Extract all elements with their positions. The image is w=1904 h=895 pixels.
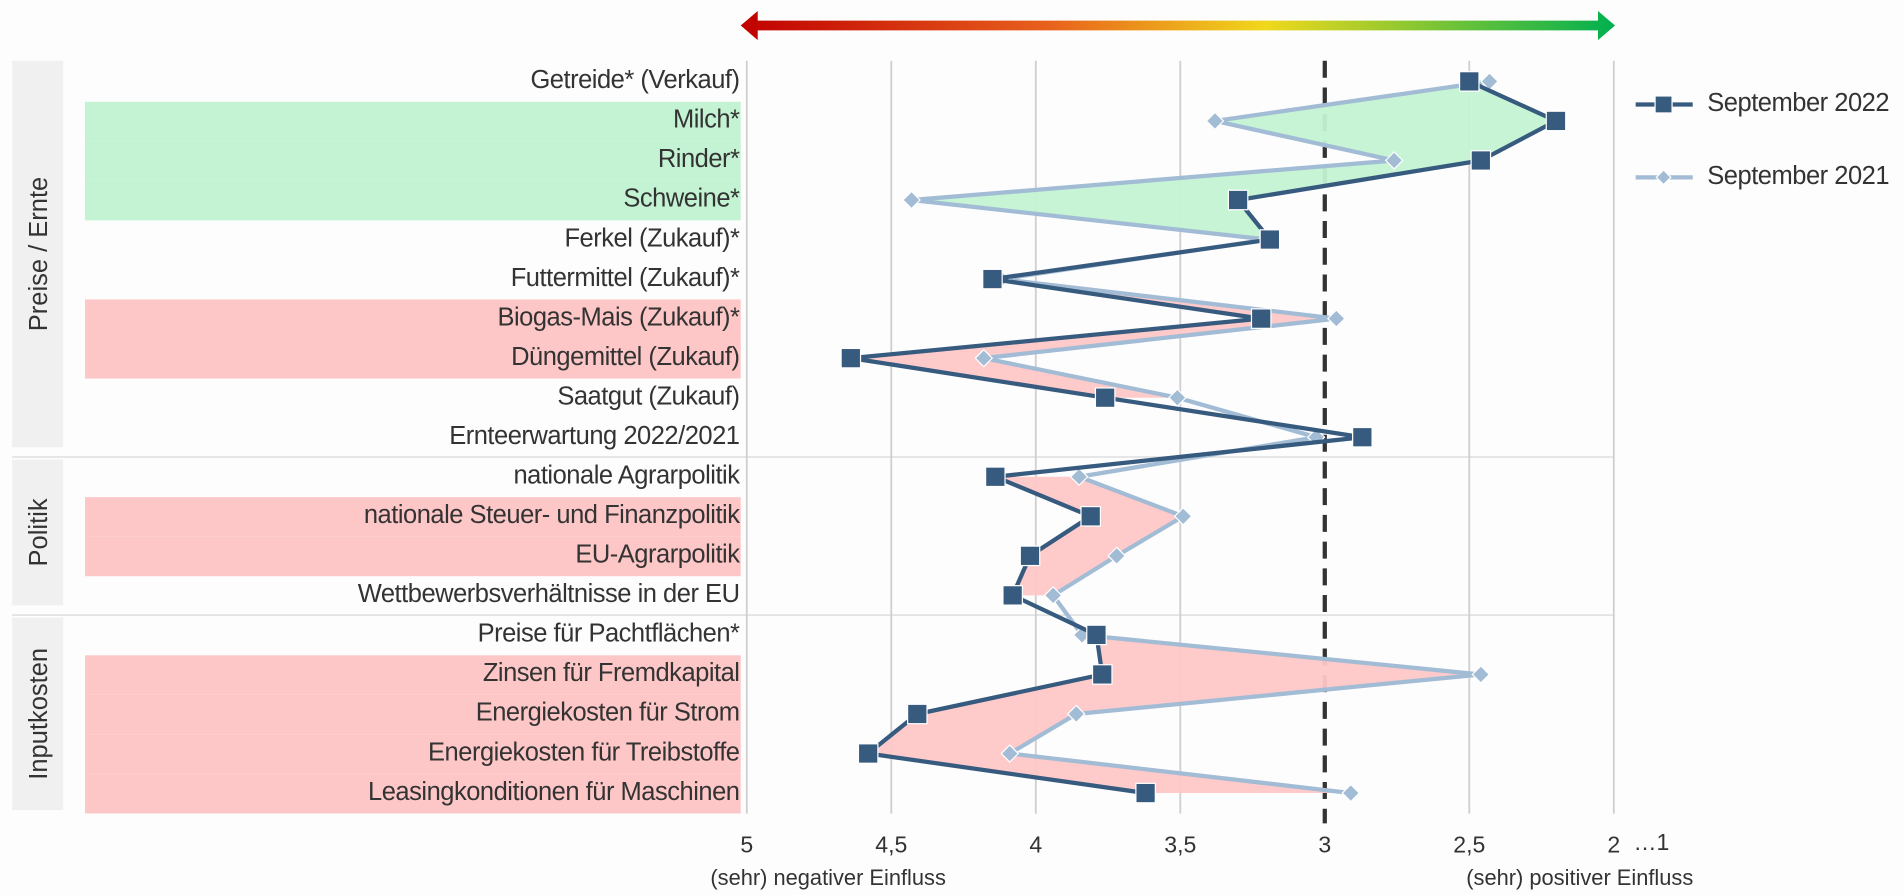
legend-label: September 2022: [1707, 89, 1889, 117]
background-layer: [12, 60, 741, 814]
group-panel: [12, 617, 64, 811]
category-label: Zinsen für Fremdkapital: [483, 659, 740, 687]
row-highlight: [85, 338, 741, 379]
x-tick-label: 3,5: [1164, 831, 1196, 857]
category-label: Ferkel (Zukauf)*: [564, 224, 740, 252]
category-label: nationale Agrarpolitik: [513, 461, 740, 489]
x-tick-label: 4,5: [875, 831, 907, 857]
marker: [840, 347, 862, 369]
marker: [985, 466, 1006, 488]
marker: [1250, 308, 1272, 329]
row-highlight: [85, 180, 741, 221]
marker: [1091, 664, 1113, 685]
category-label: Düngemittel (Zukauf): [511, 343, 739, 371]
marker: [1002, 585, 1023, 606]
x-tick-label: 2: [1607, 831, 1620, 857]
marker: [857, 743, 879, 764]
difference-area: [995, 476, 1184, 596]
marker: [1655, 169, 1672, 186]
group-label: Inputkosten: [25, 648, 53, 780]
difference-area: [911, 81, 1556, 240]
marker: [1471, 665, 1491, 684]
difference-area: [868, 634, 1481, 794]
category-label: Rinder*: [658, 145, 740, 173]
marker: [1000, 744, 1020, 763]
row-highlight: [85, 101, 741, 142]
marker: [1080, 505, 1102, 527]
group-panel: [12, 459, 64, 606]
category-label: Getreide* (Verkauf): [530, 66, 739, 94]
x-tick-label: 3: [1318, 831, 1331, 857]
lines-layer: [840, 71, 1567, 804]
category-label: Futtermittel (Zukauf)*: [511, 264, 740, 292]
row-highlight: [85, 299, 741, 339]
marker: [1341, 783, 1361, 803]
group-label: Preise / Ernte: [25, 177, 53, 331]
marker: [1384, 151, 1404, 170]
marker: [1545, 110, 1567, 132]
category-label: Biogas-Mais (Zukauf)*: [497, 303, 740, 331]
marker: [974, 348, 994, 368]
text-layer: Getreide* (Verkauf) Milch* Rinder* Schweine…: [25, 66, 1890, 890]
marker: [1173, 506, 1193, 526]
row-highlight: [85, 497, 741, 537]
category-label: nationale Steuer- und Finanzpolitik: [364, 501, 740, 529]
row-highlight: [85, 655, 741, 695]
marker: [1227, 189, 1249, 211]
marker: [1168, 388, 1187, 408]
x-tick-label: 2,5: [1453, 831, 1485, 857]
category-label: Preise für Pachtflächen*: [478, 620, 740, 648]
row-highlight: [85, 536, 741, 577]
category-label: Energiekosten für Treibstoffe: [428, 738, 740, 766]
marker: [1094, 387, 1116, 409]
x-annotation: (sehr) negativer Einfluss: [710, 865, 946, 890]
category-label: Ernteerwartung 2022/2021: [449, 422, 739, 450]
category-label: Saatgut (Zukauf): [557, 382, 739, 410]
difference-area: [850, 279, 1337, 398]
marker: [1259, 229, 1281, 250]
marker: [1205, 111, 1225, 131]
category-label: Leasingkonditionen für Maschinen: [368, 778, 739, 806]
scale-arrow: [740, 10, 1615, 41]
marker: [1352, 426, 1373, 448]
marker: [902, 190, 921, 210]
row-highlight: [85, 141, 741, 181]
marker: [1019, 545, 1041, 567]
x-annotation: (sehr) positiver Einfluss: [1466, 865, 1693, 890]
marker: [1654, 95, 1673, 114]
marker: [1069, 467, 1089, 487]
x-tick-label: 5: [740, 831, 753, 857]
marker: [1458, 71, 1480, 92]
area-layer: [850, 81, 1556, 794]
row-highlight: [85, 694, 741, 735]
legend-label: September 2021: [1707, 162, 1889, 190]
marker: [1107, 546, 1127, 566]
category-label: EU-Agrarpolitik: [575, 541, 740, 569]
marker: [1135, 782, 1156, 804]
row-highlight: [85, 734, 741, 774]
marker: [906, 703, 928, 725]
x-tick-label: 4: [1029, 831, 1042, 857]
row-highlight: [85, 773, 741, 814]
category-label: Energiekosten für Strom: [476, 699, 740, 727]
group-panel: [12, 60, 64, 448]
marker: [982, 268, 1003, 290]
marker: [1066, 704, 1086, 724]
category-label: Milch*: [673, 106, 740, 134]
category-label: Schweine*: [623, 185, 740, 213]
marker: [1043, 586, 1063, 605]
x-tick-label: …1: [1633, 829, 1669, 855]
category-label: Wettbewerbsverhältnisse in der EU: [358, 580, 740, 608]
marker: [1326, 309, 1346, 328]
marker: [1470, 150, 1492, 171]
group-label: Politik: [25, 498, 53, 566]
marker: [1086, 624, 1107, 646]
